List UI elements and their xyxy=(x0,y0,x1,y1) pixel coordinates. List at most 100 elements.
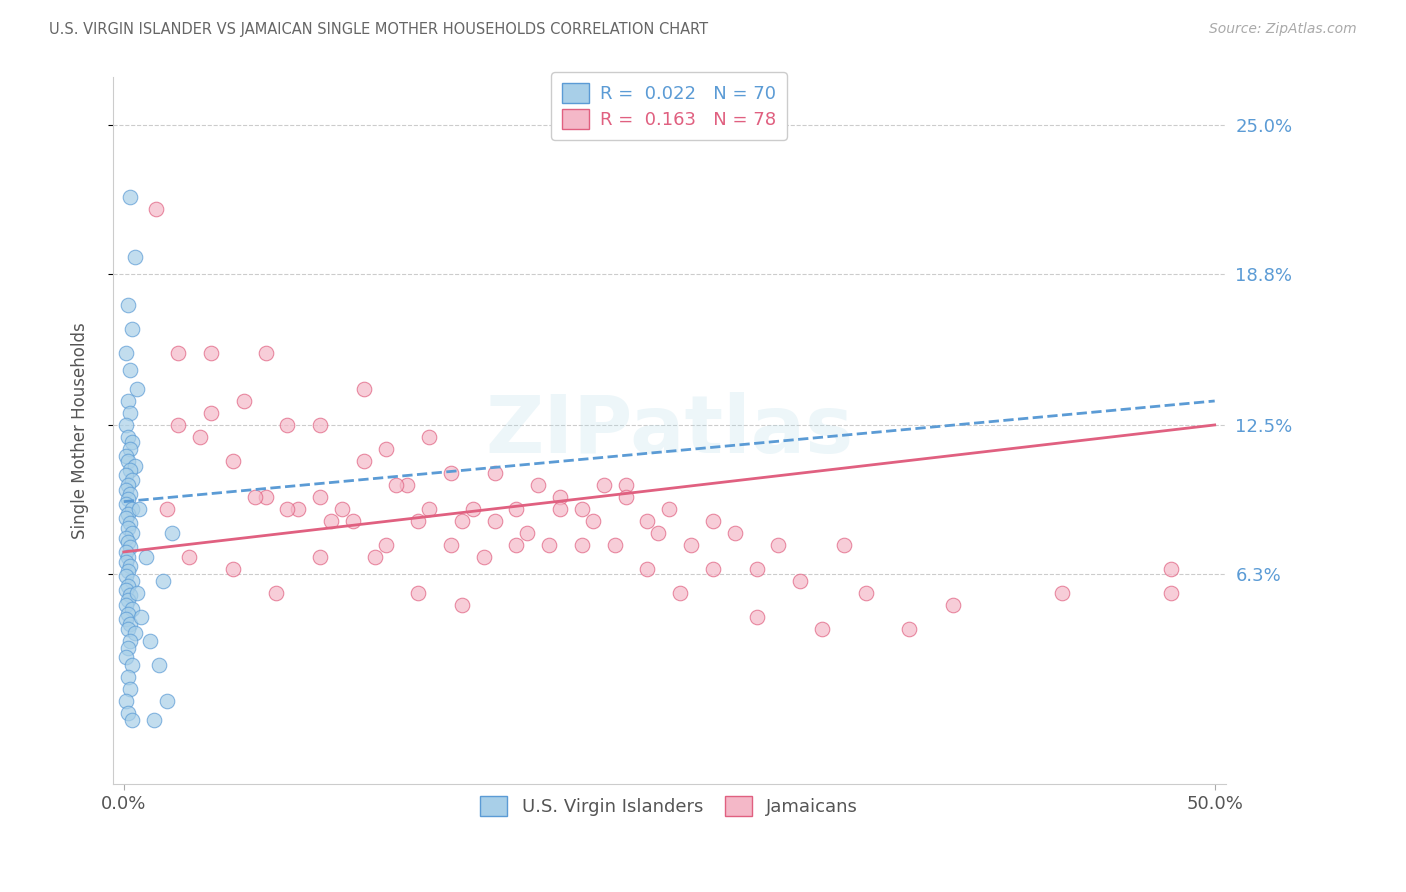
Point xyxy=(115,598,138,612)
Point xyxy=(374,442,396,456)
Point xyxy=(188,430,211,444)
Point xyxy=(702,562,724,576)
Point xyxy=(505,538,527,552)
Text: ZIPatlas: ZIPatlas xyxy=(485,392,853,470)
Point xyxy=(636,514,658,528)
Point xyxy=(451,514,474,528)
Point xyxy=(117,640,139,655)
Point xyxy=(117,521,139,535)
Point xyxy=(1160,585,1182,599)
Point xyxy=(115,545,138,559)
Point xyxy=(548,501,571,516)
Point xyxy=(254,346,277,360)
Point xyxy=(200,346,222,360)
Point xyxy=(117,549,139,564)
Point xyxy=(120,540,142,554)
Point xyxy=(287,501,309,516)
Point xyxy=(148,657,170,672)
Point xyxy=(461,501,484,516)
Point xyxy=(117,478,139,492)
Point xyxy=(658,501,681,516)
Point xyxy=(121,713,143,727)
Point xyxy=(440,538,463,552)
Point xyxy=(117,394,139,409)
Point xyxy=(117,578,139,592)
Point xyxy=(276,417,298,432)
Point xyxy=(167,417,190,432)
Point xyxy=(418,501,440,516)
Point xyxy=(1050,585,1073,599)
Point xyxy=(768,538,790,552)
Point xyxy=(115,511,138,525)
Point xyxy=(592,478,614,492)
Point xyxy=(121,501,143,516)
Point xyxy=(440,466,463,480)
Point xyxy=(222,562,245,576)
Point xyxy=(647,525,669,540)
Point xyxy=(363,549,385,564)
Legend: U.S. Virgin Islanders, Jamaicans: U.S. Virgin Islanders, Jamaicans xyxy=(471,787,868,825)
Point xyxy=(117,564,139,578)
Point xyxy=(115,417,138,432)
Point xyxy=(156,693,179,707)
Point xyxy=(484,466,506,480)
Point xyxy=(855,585,877,599)
Point xyxy=(121,574,143,588)
Point xyxy=(115,346,138,360)
Point xyxy=(232,394,254,409)
Point xyxy=(472,549,495,564)
Point xyxy=(139,633,162,648)
Point xyxy=(418,430,440,444)
Point xyxy=(115,449,138,463)
Point xyxy=(120,588,142,602)
Point xyxy=(636,562,658,576)
Point xyxy=(115,483,138,497)
Point xyxy=(152,574,174,588)
Point xyxy=(396,478,419,492)
Point xyxy=(120,190,142,204)
Point xyxy=(527,478,550,492)
Point xyxy=(832,538,855,552)
Point xyxy=(582,514,605,528)
Point xyxy=(128,501,150,516)
Point xyxy=(115,650,138,665)
Point xyxy=(135,549,157,564)
Point xyxy=(143,713,166,727)
Point xyxy=(408,514,430,528)
Point xyxy=(121,322,143,336)
Point xyxy=(120,406,142,420)
Point xyxy=(603,538,626,552)
Point xyxy=(115,468,138,483)
Y-axis label: Single Mother Households: Single Mother Households xyxy=(72,323,89,540)
Point xyxy=(120,363,142,377)
Point xyxy=(309,549,332,564)
Point xyxy=(156,501,179,516)
Point xyxy=(516,525,538,540)
Point xyxy=(330,501,353,516)
Point xyxy=(121,525,143,540)
Point xyxy=(374,538,396,552)
Point xyxy=(1160,562,1182,576)
Point xyxy=(745,609,768,624)
Point xyxy=(115,612,138,626)
Point xyxy=(266,585,288,599)
Point xyxy=(167,346,190,360)
Point xyxy=(548,490,571,504)
Point xyxy=(385,478,408,492)
Point xyxy=(179,549,201,564)
Point xyxy=(614,478,637,492)
Point xyxy=(115,583,138,598)
Point xyxy=(115,497,138,511)
Point xyxy=(309,417,332,432)
Point xyxy=(120,559,142,574)
Point xyxy=(353,382,375,396)
Point xyxy=(120,487,142,501)
Point xyxy=(121,434,143,449)
Point xyxy=(115,555,138,569)
Point xyxy=(117,535,139,549)
Point xyxy=(121,657,143,672)
Point xyxy=(679,538,702,552)
Point xyxy=(571,501,593,516)
Point xyxy=(898,622,921,636)
Point xyxy=(121,473,143,487)
